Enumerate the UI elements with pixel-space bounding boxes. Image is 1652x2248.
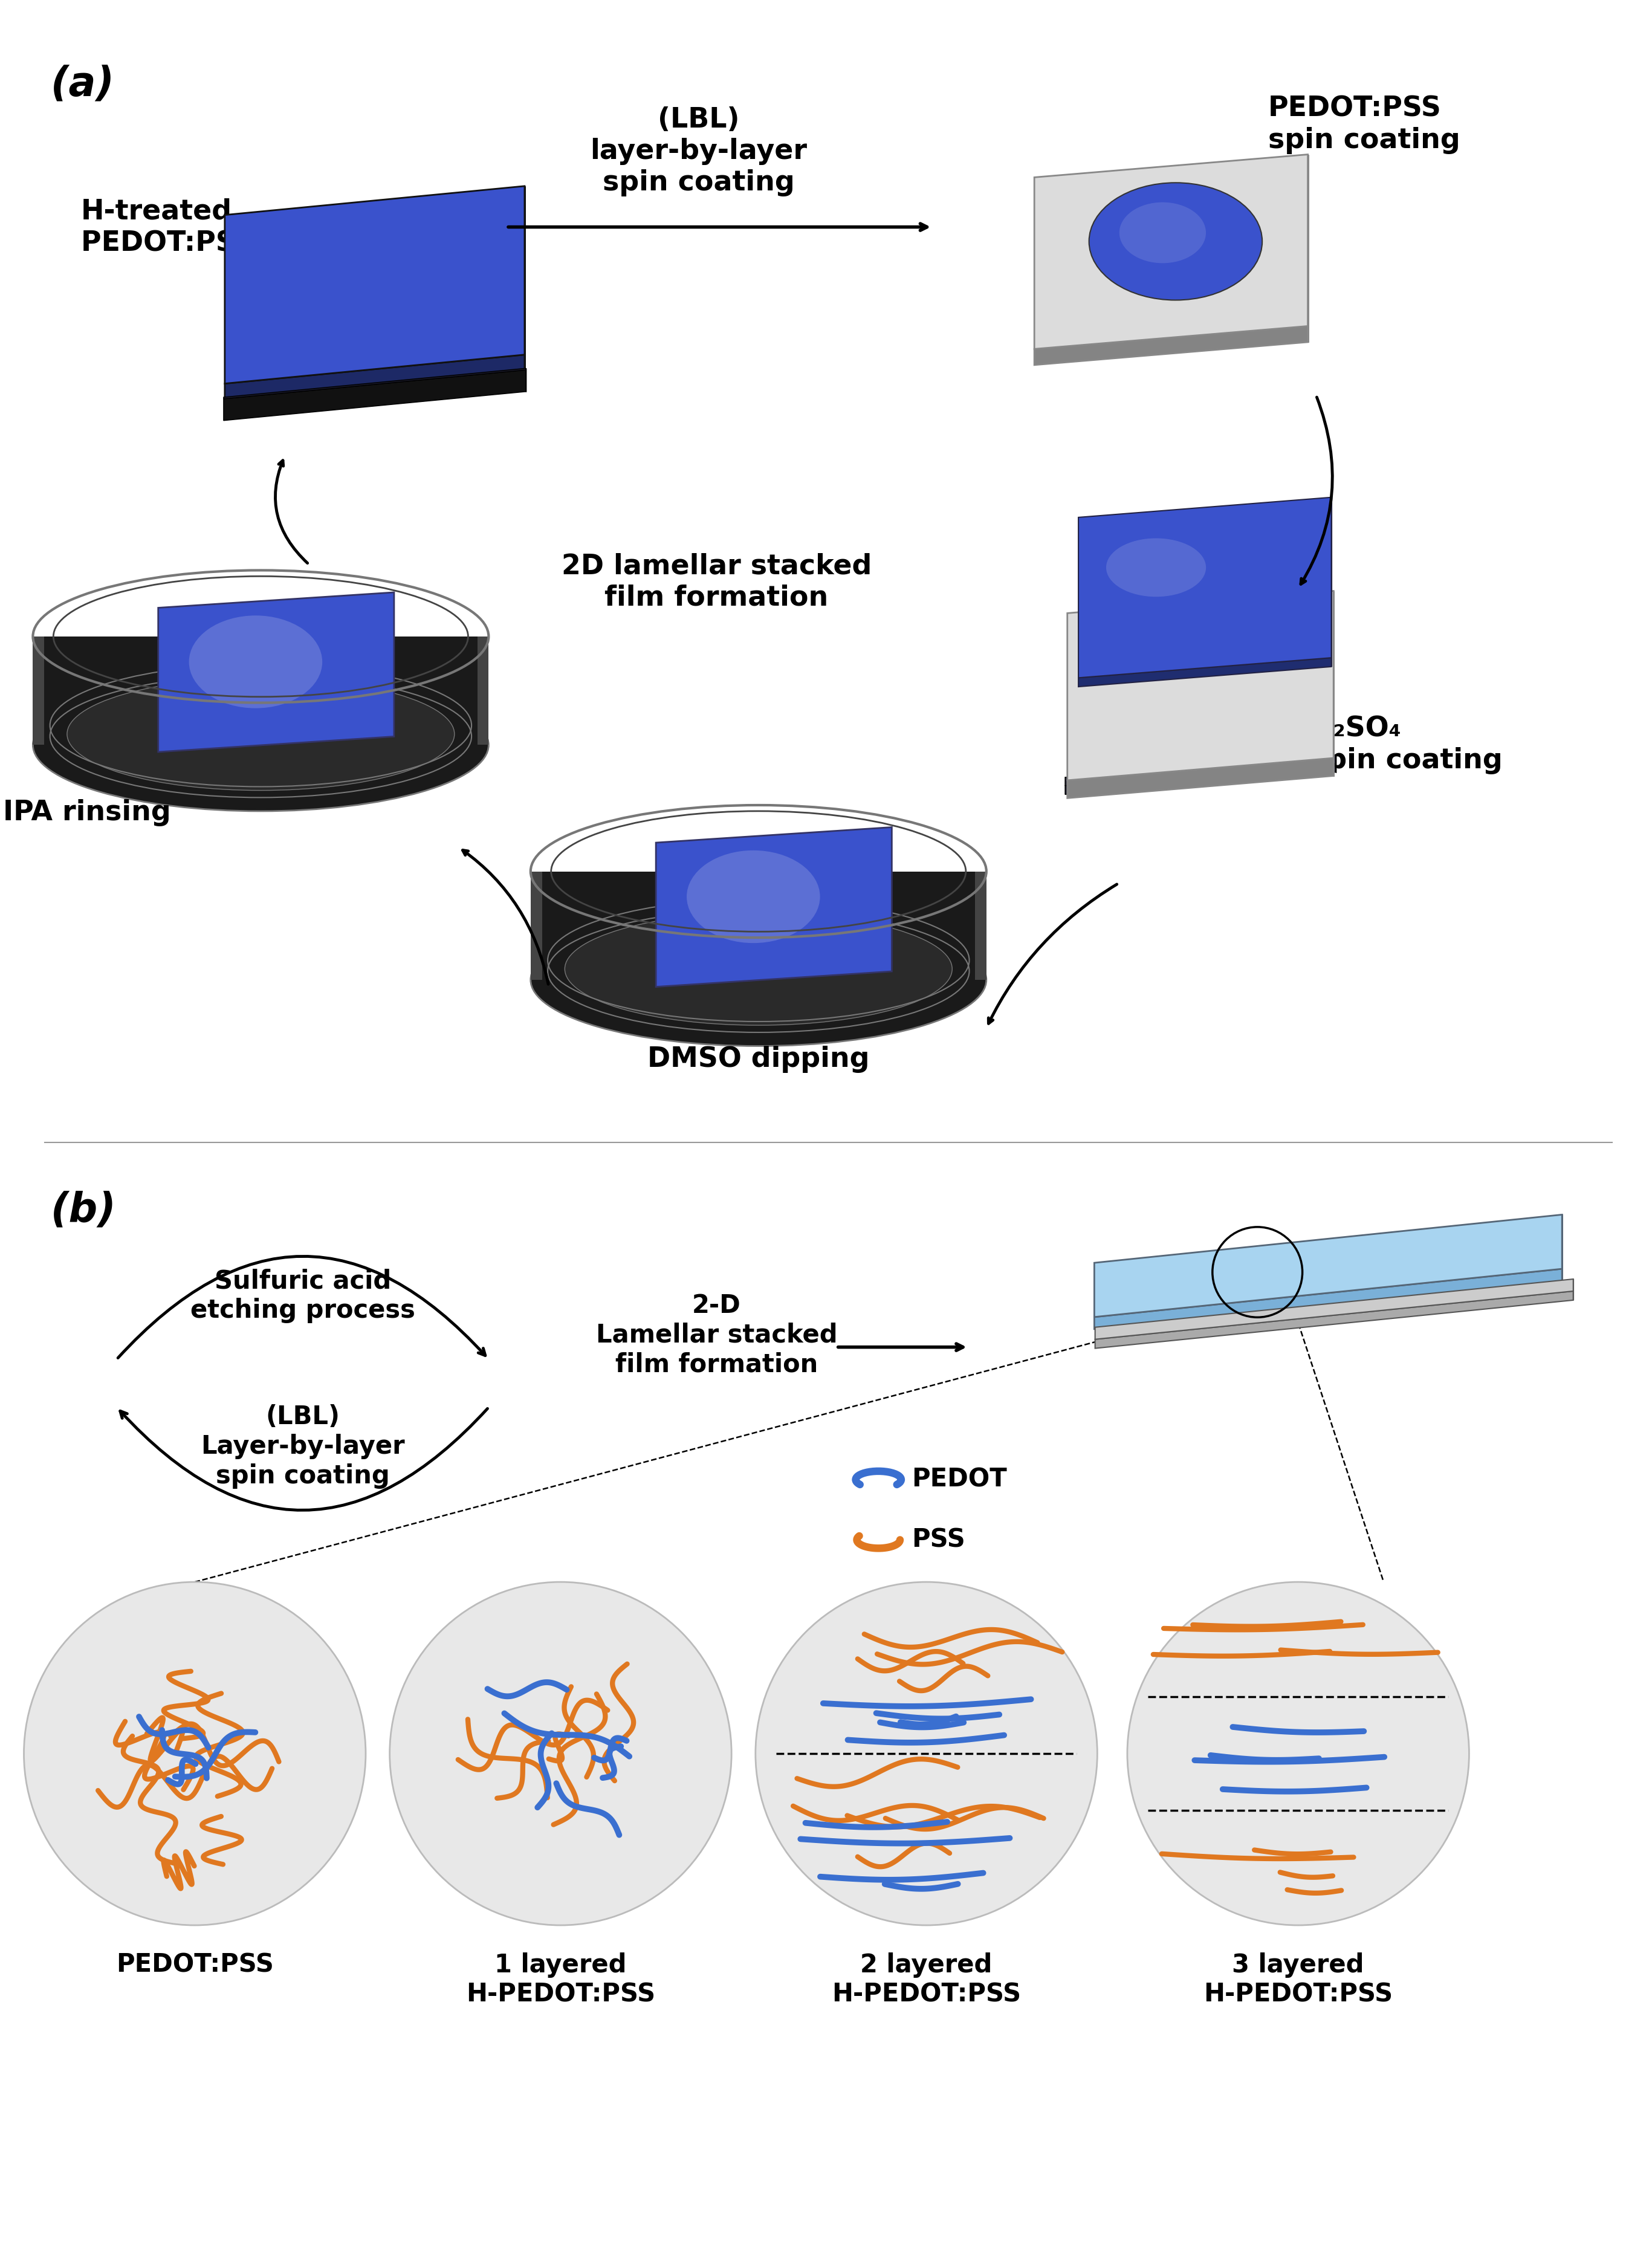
Ellipse shape — [1107, 537, 1206, 596]
Polygon shape — [1034, 155, 1308, 348]
Circle shape — [23, 1583, 365, 1924]
Ellipse shape — [1120, 202, 1206, 263]
Polygon shape — [1067, 758, 1333, 798]
Polygon shape — [1067, 591, 1333, 780]
Text: (LBL)
layer-by-layer
spin coating: (LBL) layer-by-layer spin coating — [590, 106, 808, 196]
Text: PEDOT: PEDOT — [912, 1468, 1006, 1493]
Polygon shape — [225, 355, 525, 398]
Text: H-treated
PEDOT:PSS film: H-treated PEDOT:PSS film — [81, 198, 324, 256]
Ellipse shape — [1089, 182, 1262, 299]
Polygon shape — [1095, 1279, 1573, 1340]
Text: 1 layered
H-PEDOT:PSS: 1 layered H-PEDOT:PSS — [466, 1951, 656, 2007]
Text: H₂SO₄
spin coating: H₂SO₄ spin coating — [1310, 715, 1502, 773]
Ellipse shape — [565, 913, 952, 1025]
Polygon shape — [656, 827, 892, 987]
Text: 2D lamellar stacked
film formation: 2D lamellar stacked film formation — [562, 553, 872, 611]
Text: PSS: PSS — [912, 1526, 965, 1553]
Polygon shape — [1095, 1290, 1573, 1349]
Polygon shape — [542, 872, 975, 980]
Polygon shape — [223, 371, 525, 420]
Circle shape — [390, 1583, 732, 1924]
Polygon shape — [1034, 326, 1308, 364]
Polygon shape — [159, 591, 395, 753]
Polygon shape — [225, 187, 525, 384]
Circle shape — [1127, 1583, 1469, 1924]
Text: Sulfuric acid
etching process: Sulfuric acid etching process — [190, 1268, 415, 1324]
Polygon shape — [975, 872, 986, 980]
Ellipse shape — [33, 679, 489, 812]
Text: (LBL)
Layer-by-layer
spin coating: (LBL) Layer-by-layer spin coating — [200, 1405, 405, 1488]
Polygon shape — [1079, 659, 1332, 686]
Polygon shape — [1066, 764, 1336, 794]
Polygon shape — [45, 636, 477, 744]
Ellipse shape — [68, 677, 454, 791]
Ellipse shape — [687, 850, 819, 944]
Polygon shape — [1066, 755, 1336, 785]
Ellipse shape — [530, 913, 986, 1045]
Text: DMSO dipping: DMSO dipping — [648, 1045, 869, 1072]
Ellipse shape — [188, 616, 322, 708]
Text: 2-D
Lamellar stacked
film formation: 2-D Lamellar stacked film formation — [596, 1293, 838, 1378]
Text: PEDOT:PSS: PEDOT:PSS — [116, 1951, 274, 1978]
Text: PEDOT:PSS
spin coating: PEDOT:PSS spin coating — [1269, 94, 1460, 153]
Text: (b): (b) — [51, 1191, 117, 1230]
Polygon shape — [33, 636, 45, 744]
Polygon shape — [1094, 1214, 1563, 1317]
Polygon shape — [477, 636, 489, 744]
Text: (a): (a) — [51, 65, 116, 103]
Polygon shape — [223, 369, 525, 398]
Circle shape — [755, 1583, 1097, 1924]
Text: IPA rinsing: IPA rinsing — [3, 798, 170, 827]
Polygon shape — [1094, 1268, 1563, 1329]
Polygon shape — [1079, 497, 1332, 679]
Text: 2 layered
H-PEDOT:PSS: 2 layered H-PEDOT:PSS — [831, 1951, 1021, 2007]
Polygon shape — [530, 872, 542, 980]
Text: 3 layered
H-PEDOT:PSS: 3 layered H-PEDOT:PSS — [1204, 1951, 1393, 2007]
